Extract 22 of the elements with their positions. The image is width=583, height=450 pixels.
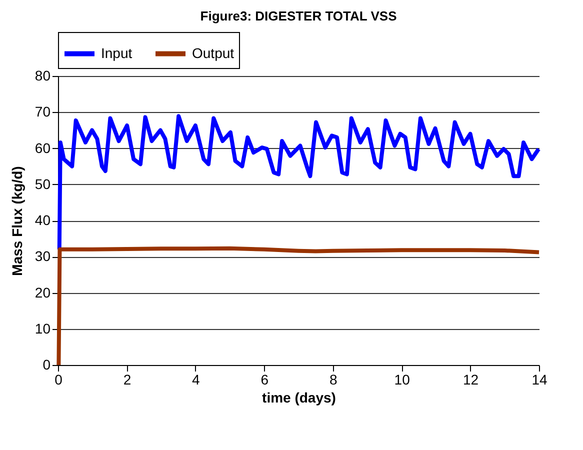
x-axis-title: time (days): [262, 390, 336, 406]
x-tick-label: 6: [260, 372, 269, 388]
y-tick-label: 80: [34, 68, 51, 84]
y-axis-title: Mass Flux (kg/d): [8, 166, 25, 276]
x-tick-label: 14: [532, 372, 548, 388]
legend-label: Output: [192, 44, 234, 61]
y-tick-label: 60: [34, 140, 51, 156]
y-tick-label: 70: [34, 104, 51, 120]
y-tick-label: 10: [34, 320, 51, 336]
x-tick-label: 4: [192, 372, 200, 388]
x-tick-label: 8: [329, 372, 338, 388]
x-tick-label: 10: [394, 372, 410, 388]
y-tick-label: 40: [34, 212, 51, 228]
y-tick-label: 0: [42, 356, 51, 372]
y-tick-label: 30: [34, 248, 51, 264]
legend-label: Input: [101, 44, 132, 61]
x-tick-label: 2: [123, 372, 132, 388]
chart-title: Figure3: DIGESTER TOTAL VSS: [200, 8, 398, 24]
x-tick-label: 12: [462, 372, 479, 388]
y-tick-label: 50: [34, 176, 51, 192]
y-tick-label: 20: [34, 284, 51, 300]
x-tick-label: 0: [54, 372, 63, 388]
